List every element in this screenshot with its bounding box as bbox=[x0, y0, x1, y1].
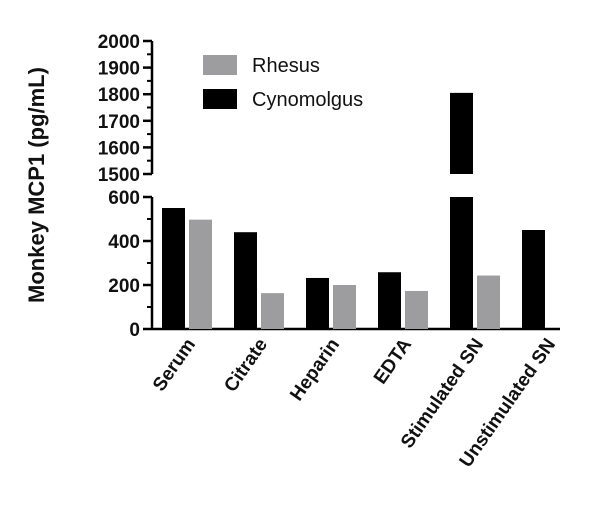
y-axis-label: Monkey MCP1 (pg/mL) bbox=[24, 67, 49, 303]
bar-cynomolgus bbox=[234, 232, 257, 329]
y-lower-tick-label: 200 bbox=[108, 276, 140, 297]
y-lower-tick-label: 0 bbox=[129, 320, 140, 341]
bar-cynomolgus-lower-part bbox=[450, 197, 473, 329]
bars bbox=[162, 92, 545, 329]
bar-rhesus bbox=[477, 275, 500, 329]
bar-cynomolgus-upper-part bbox=[450, 92, 473, 174]
y-upper-tick-label: 1700 bbox=[98, 112, 140, 133]
bar-rhesus bbox=[333, 285, 356, 329]
legend: Rhesus Cynomolgus bbox=[203, 55, 363, 111]
legend-swatch bbox=[203, 89, 237, 109]
legend-label: Rhesus bbox=[252, 55, 320, 77]
bar-cynomolgus bbox=[378, 272, 401, 329]
legend-swatch bbox=[203, 55, 237, 75]
y-upper-tick-label: 1500 bbox=[98, 165, 140, 186]
y-lower-tick-label: 600 bbox=[108, 188, 140, 209]
category-label: Citrate bbox=[220, 335, 272, 396]
category-label: Heparin bbox=[286, 335, 344, 405]
bar-cynomolgus bbox=[306, 277, 329, 329]
bar-cynomolgus bbox=[522, 230, 545, 329]
axes: 1500 1600 1700 1800 1900 2000 0 200 400 600 bbox=[98, 32, 560, 341]
y-upper-tick-label: 1600 bbox=[98, 138, 140, 159]
y-upper-tick-label: 1900 bbox=[98, 59, 140, 80]
bar-rhesus bbox=[261, 293, 284, 329]
bar-rhesus bbox=[189, 219, 212, 329]
category-label: Serum bbox=[149, 335, 200, 395]
y-upper-tick-label: 1800 bbox=[98, 85, 140, 106]
bar-rhesus bbox=[405, 290, 428, 329]
y-upper-tick-label: 2000 bbox=[98, 32, 140, 53]
y-lower-tick-label: 400 bbox=[108, 232, 140, 253]
legend-label: Cynomolgus bbox=[252, 89, 363, 111]
category-label: EDTA bbox=[370, 335, 416, 388]
bar-cynomolgus bbox=[162, 208, 185, 329]
y-axis-label-group: Monkey MCP1 (pg/mL) bbox=[24, 67, 49, 303]
